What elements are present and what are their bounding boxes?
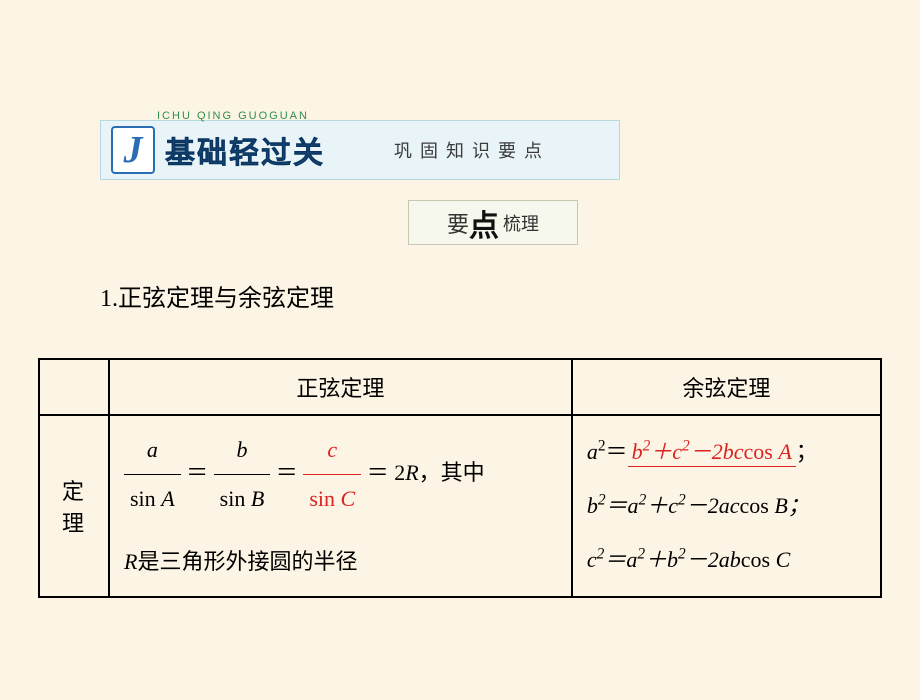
theorem-table: 正弦定理 余弦定理 定理 a sin A ＝ b sin B ＝ c sin C [38, 358, 882, 598]
note-rest: 是三角形外接圆的半径 [137, 549, 357, 574]
sine-equation: a sin A ＝ b sin B ＝ c sin C ＝ 2R，其中 [124, 426, 557, 524]
banner-sub-text: 巩固知识要点 [325, 137, 619, 163]
banner-main-text: 基础轻过关 [165, 128, 325, 172]
table-row: 定理 a sin A ＝ b sin B ＝ c sin C ＝ 2R，其中 [39, 415, 881, 597]
banner-left: ICHU QING GUOGUAN J 基础轻过关 [101, 126, 325, 174]
banner-pinyin: ICHU QING GUOGUAN [157, 110, 309, 122]
letter-j-icon: J [111, 126, 155, 174]
eq-sign: ＝ [276, 460, 298, 485]
two-R: 2R [394, 460, 418, 485]
tail-text: 其中 [441, 460, 485, 485]
frac-a-sinA: a sin A [124, 426, 181, 524]
note-R: R [124, 549, 137, 574]
table-header-row: 正弦定理 余弦定理 [39, 359, 881, 415]
banner2-t2: 点 [469, 201, 499, 245]
header-empty [39, 359, 109, 415]
cos-line-3: c2＝a2＋b2－2abcos C [587, 538, 866, 582]
cell-cosine-law: a2＝b2＋c2－2bccos A； b2＝a2＋c2－2accos B； c2… [572, 415, 881, 597]
eq-sign: ＝ [367, 460, 389, 485]
header-cosine: 余弦定理 [572, 359, 881, 415]
sine-note: R是三角形外接圆的半径 [124, 538, 557, 586]
frac-b-sinB: b sin B [214, 426, 271, 524]
row-label: 定理 [39, 415, 109, 597]
cos-blank-answer: b2＋c2－2bccos A [628, 439, 796, 467]
frac-c-sinC: c sin C [303, 426, 361, 524]
banner-foundation: ICHU QING GUOGUAN J 基础轻过关 巩固知识要点 [100, 120, 620, 180]
cos-line-2: b2＝a2＋c2－2accos B； [587, 484, 866, 528]
cell-sine-law: a sin A ＝ b sin B ＝ c sin C ＝ 2R，其中 R是三角… [109, 415, 572, 597]
section-title: 1.正弦定理与余弦定理 [100, 278, 334, 313]
header-sine: 正弦定理 [109, 359, 572, 415]
comma: ， [419, 460, 441, 485]
banner2-t3: 梳理 [503, 210, 539, 236]
banner2-t1: 要 [447, 207, 469, 239]
banner-keypoint: 要 点 梳理 [408, 200, 578, 245]
cos-line-1: a2＝b2＋c2－2bccos A； [587, 430, 866, 474]
eq-sign: ＝ [186, 460, 208, 485]
